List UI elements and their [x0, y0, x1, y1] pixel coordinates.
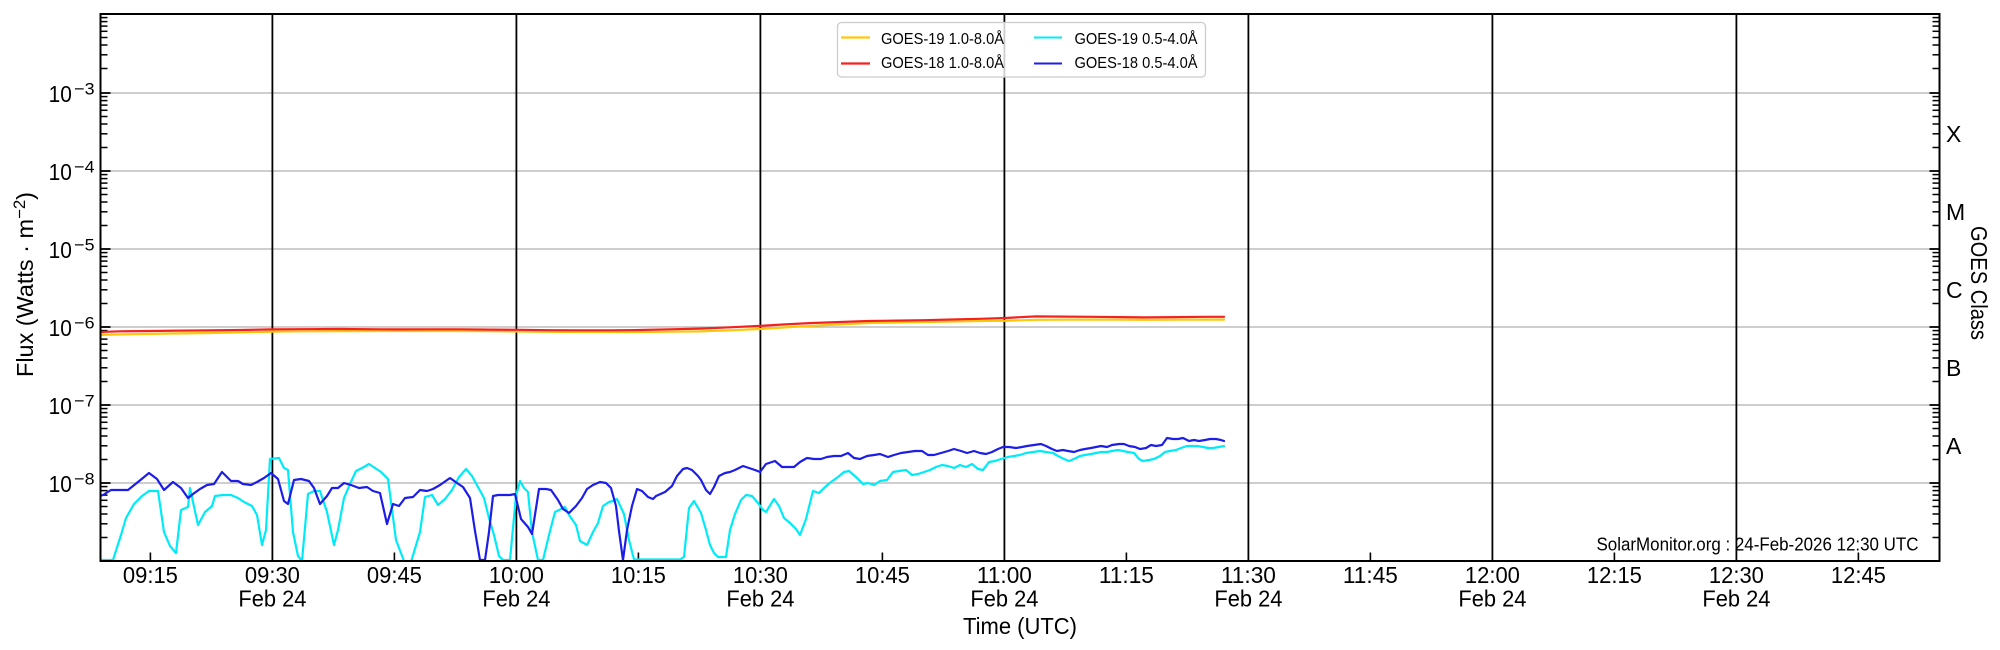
svg-text:Feb 24: Feb 24: [970, 586, 1038, 612]
svg-text:10: 10: [49, 237, 72, 263]
svg-text:A: A: [1946, 433, 1962, 459]
svg-text:−3: −3: [74, 80, 94, 99]
svg-text:10: 10: [49, 471, 72, 497]
svg-text:Feb 24: Feb 24: [726, 586, 794, 612]
svg-text:09:30: 09:30: [245, 562, 300, 588]
svg-text:12:30: 12:30: [1709, 562, 1764, 588]
svg-text:B: B: [1946, 355, 1961, 381]
svg-text:GOES Class: GOES Class: [1966, 226, 1992, 340]
svg-text:M: M: [1946, 199, 1965, 225]
svg-text:Feb 24: Feb 24: [1458, 586, 1526, 612]
svg-text:GOES-19 1.0-8.0Å: GOES-19 1.0-8.0Å: [881, 31, 1005, 48]
svg-text:10:45: 10:45: [855, 562, 910, 588]
svg-text:−4: −4: [74, 158, 94, 177]
svg-text:−6: −6: [74, 314, 94, 333]
svg-text:10:15: 10:15: [611, 562, 666, 588]
svg-text:11:45: 11:45: [1343, 562, 1398, 588]
svg-text:GOES-19 0.5-4.0Å: GOES-19 0.5-4.0Å: [1075, 31, 1199, 48]
svg-text:Feb 24: Feb 24: [1702, 586, 1770, 612]
svg-text:12:45: 12:45: [1831, 562, 1886, 588]
svg-text:X: X: [1946, 121, 1961, 147]
svg-text:09:45: 09:45: [367, 562, 422, 588]
svg-text:SolarMonitor.org : 24-Feb-2026: SolarMonitor.org : 24-Feb-2026 12:30 UTC: [1597, 535, 1919, 555]
svg-text:11:30: 11:30: [1221, 562, 1276, 588]
svg-text:GOES-18 1.0-8.0Å: GOES-18 1.0-8.0Å: [881, 55, 1005, 72]
svg-text:12:00: 12:00: [1465, 562, 1520, 588]
svg-text:11:15: 11:15: [1099, 562, 1154, 588]
svg-text:Feb 24: Feb 24: [238, 586, 306, 612]
svg-text:10:00: 10:00: [489, 562, 544, 588]
svg-text:Feb 24: Feb 24: [482, 586, 550, 612]
svg-text:10: 10: [49, 393, 72, 419]
svg-text:09:15: 09:15: [123, 562, 178, 588]
svg-text:Flux (Watts · m−2): Flux (Watts · m−2): [11, 192, 38, 377]
svg-text:−5: −5: [74, 236, 94, 255]
svg-text:10:30: 10:30: [733, 562, 788, 588]
svg-text:GOES-18 0.5-4.0Å: GOES-18 0.5-4.0Å: [1075, 55, 1199, 72]
svg-text:10: 10: [49, 81, 72, 107]
svg-text:Feb 24: Feb 24: [1214, 586, 1282, 612]
svg-text:10: 10: [49, 315, 72, 341]
svg-text:−8: −8: [74, 470, 94, 489]
svg-text:11:00: 11:00: [977, 562, 1032, 588]
svg-text:Time (UTC): Time (UTC): [963, 613, 1077, 639]
svg-text:C: C: [1946, 277, 1963, 303]
svg-text:12:15: 12:15: [1587, 562, 1642, 588]
svg-text:−7: −7: [74, 392, 94, 411]
svg-text:10: 10: [49, 159, 72, 185]
